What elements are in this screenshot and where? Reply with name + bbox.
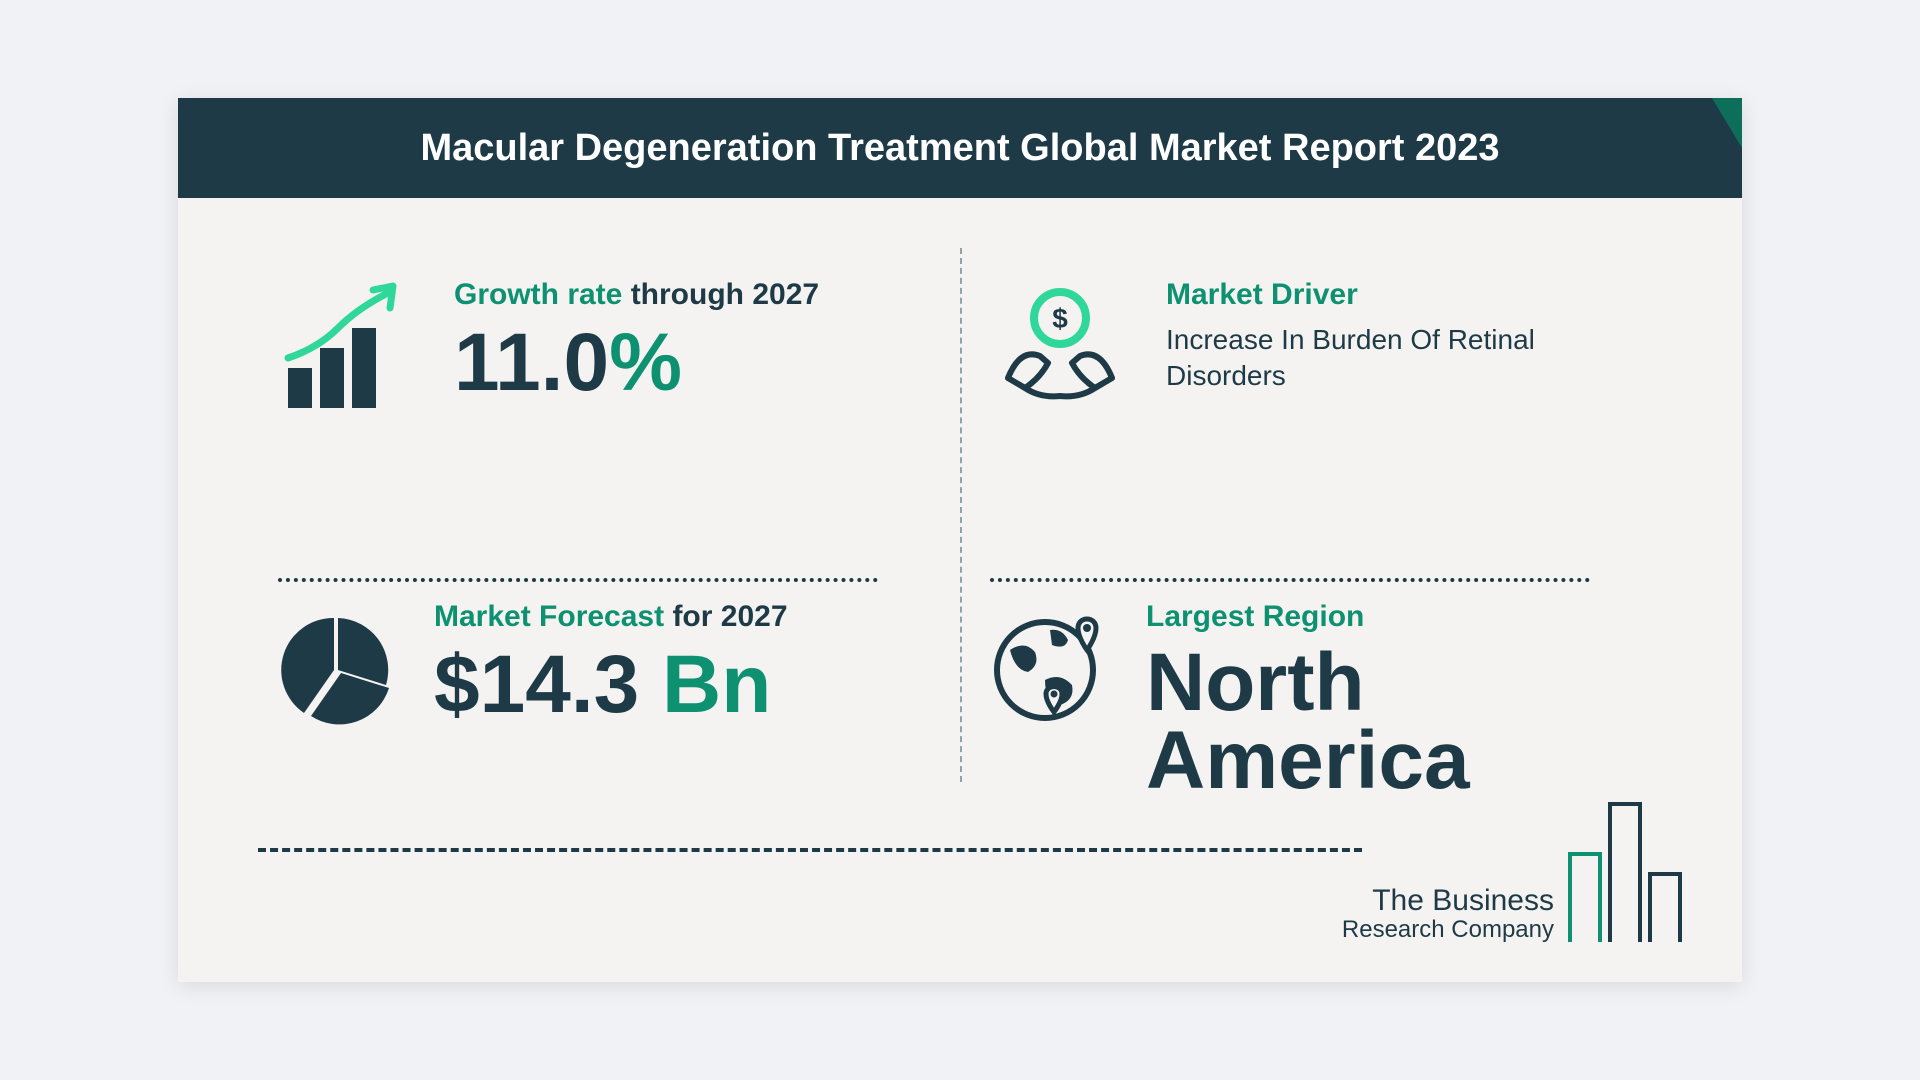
growth-label: Growth rate through 2027	[454, 278, 930, 312]
svg-text:$: $	[1052, 303, 1068, 334]
logo-text: The Business Research Company	[1342, 885, 1554, 942]
driver-label: Market Driver	[1166, 278, 1642, 312]
forecast-value: $14.3 Bn	[434, 644, 788, 726]
growth-rate-cell: Growth rate through 2027 11.0%	[268, 258, 940, 548]
corner-arrow-icon	[1712, 98, 1742, 148]
report-title: Macular Degeneration Treatment Global Ma…	[420, 127, 1499, 170]
region-value: North America	[1146, 644, 1470, 800]
globe-pin-icon	[990, 600, 1110, 740]
horizontal-dots-right	[990, 578, 1590, 582]
pie-chart-icon	[278, 600, 398, 740]
growth-text: Growth rate through 2027 11.0%	[454, 278, 930, 404]
region-label: Largest Region	[1146, 600, 1470, 634]
forecast-label: Market Forecast for 2027	[434, 600, 788, 634]
header-bar: Macular Degeneration Treatment Global Ma…	[178, 98, 1742, 198]
content-area: Growth rate through 2027 11.0% $	[178, 198, 1742, 982]
vertical-divider	[960, 248, 962, 782]
forecast-text: Market Forecast for 2027 $14.3 Bn	[434, 600, 788, 726]
infographic-card: Macular Degeneration Treatment Global Ma…	[178, 98, 1742, 982]
region-text-box: Largest Region North America	[1146, 600, 1470, 800]
market-forecast-cell: Market Forecast for 2027 $14.3 Bn	[268, 548, 940, 838]
growth-chart-icon	[278, 278, 418, 418]
hands-money-icon: $	[990, 278, 1130, 418]
company-logo: The Business Research Company	[1342, 802, 1682, 942]
driver-text-box: Market Driver Increase In Burden Of Reti…	[1166, 278, 1642, 395]
bottom-dashed-line	[258, 848, 1362, 852]
market-driver-cell: $ Market Driver Increase In Burden Of Re…	[980, 258, 1652, 548]
growth-value: 11.0%	[454, 322, 930, 404]
logo-bars-icon	[1568, 802, 1682, 942]
horizontal-dots-left	[278, 578, 878, 582]
largest-region-cell: Largest Region North America	[980, 548, 1652, 838]
driver-description: Increase In Burden Of Retinal Disorders	[1166, 322, 1642, 395]
